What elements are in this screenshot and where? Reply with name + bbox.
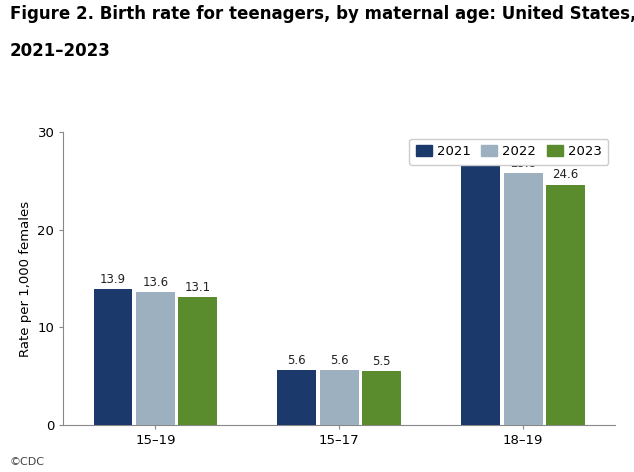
Bar bbox=[320, 370, 359, 425]
Bar bbox=[462, 165, 500, 425]
Text: 5.5: 5.5 bbox=[372, 355, 391, 368]
Bar bbox=[362, 371, 401, 425]
Bar bbox=[503, 173, 543, 425]
Text: 5.6: 5.6 bbox=[288, 354, 306, 367]
Bar bbox=[178, 297, 217, 425]
Legend: 2021, 2022, 2023: 2021, 2022, 2023 bbox=[409, 139, 609, 165]
Bar bbox=[546, 185, 585, 425]
Text: Figure 2. Birth rate for teenagers, by maternal age: United States,: Figure 2. Birth rate for teenagers, by m… bbox=[10, 5, 634, 23]
Text: 26.6: 26.6 bbox=[468, 149, 494, 162]
Text: 24.6: 24.6 bbox=[552, 169, 578, 181]
Y-axis label: Rate per 1,000 females: Rate per 1,000 females bbox=[19, 201, 32, 356]
Text: ©CDC: ©CDC bbox=[10, 457, 44, 467]
Bar bbox=[136, 292, 175, 425]
Text: 13.1: 13.1 bbox=[184, 280, 210, 294]
Text: 2021–2023: 2021–2023 bbox=[10, 42, 110, 60]
Text: 25.8: 25.8 bbox=[510, 157, 536, 170]
Bar bbox=[278, 370, 316, 425]
Text: 13.9: 13.9 bbox=[100, 273, 126, 286]
Text: 5.6: 5.6 bbox=[330, 354, 349, 367]
Bar bbox=[94, 289, 133, 425]
Text: 13.6: 13.6 bbox=[142, 276, 169, 289]
